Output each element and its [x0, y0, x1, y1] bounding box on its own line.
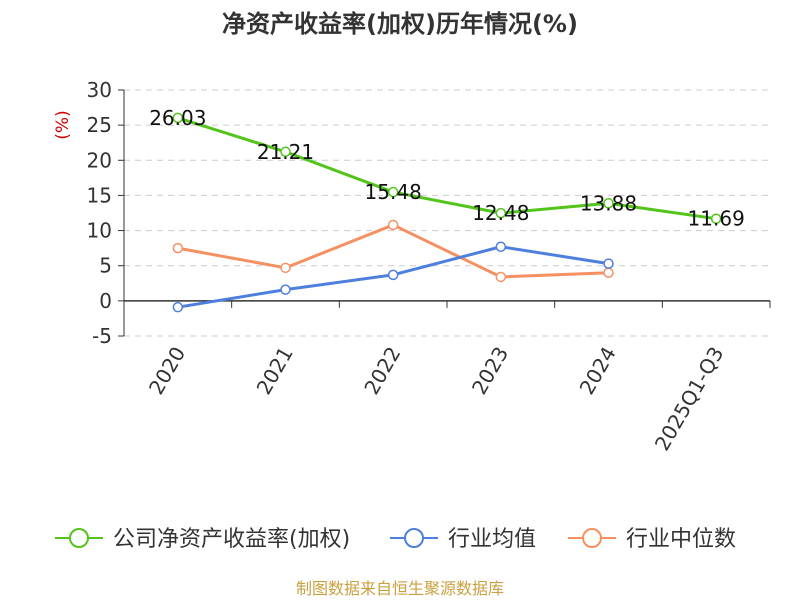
- data-point: [387, 219, 399, 231]
- data-label: 21.21: [257, 140, 314, 164]
- series-line: [177, 223, 609, 279]
- chart-title: 净资产收益率(加权)历年情况(%): [222, 10, 578, 38]
- legend-label: 公司净资产收益率(加权): [113, 527, 350, 552]
- grid: [124, 89, 770, 337]
- x-tick-label: 2023: [467, 343, 513, 399]
- y-tick-label: 25: [87, 113, 112, 137]
- y-axis-label: (%): [53, 110, 73, 139]
- legend-label: 行业均值: [448, 527, 536, 552]
- series-line: [177, 116, 717, 221]
- x-tick-label: 2020: [144, 343, 190, 399]
- data-point: [172, 301, 184, 313]
- legend-label: 行业中位数: [626, 527, 736, 552]
- y-ticks: 30 25 20 15 10 5 0 -5: [87, 78, 112, 348]
- y-tick-label: 20: [87, 148, 112, 172]
- x-tick-label: 2024: [575, 343, 621, 399]
- legend-marker: [582, 528, 602, 548]
- data-point: [710, 213, 722, 224]
- data-point: [280, 262, 291, 274]
- y-tick-label: 30: [87, 78, 112, 102]
- data-point: [172, 112, 184, 124]
- data-label: 12.48: [472, 201, 529, 225]
- data-point: [172, 242, 184, 254]
- x-tick-label: 2025Q1-Q3: [650, 343, 729, 455]
- data-point: [603, 198, 614, 209]
- y-tick-label: 15: [87, 183, 112, 207]
- data-label: 13.88: [580, 191, 637, 215]
- series-layer: [172, 112, 722, 313]
- y-tick-label: 5: [99, 254, 112, 278]
- data-point: [387, 186, 399, 198]
- x-tick-label: 2022: [359, 343, 405, 399]
- x-tick-label: 2021: [252, 343, 298, 399]
- legend: 公司净资产收益率(加权) 行业均值 行业中位数: [55, 527, 736, 552]
- y-tick-label: 10: [87, 219, 112, 243]
- data-point: [495, 207, 507, 219]
- data-label: 11.69: [688, 207, 745, 231]
- y-tick-label: -5: [92, 324, 112, 348]
- data-point: [603, 267, 614, 278]
- data-label: 15.48: [365, 180, 422, 204]
- x-ticks: 2020 2021 2022 2023 2024 2025Q1-Q3: [144, 343, 729, 455]
- source-note: 制图数据来自恒生聚源数据库: [296, 579, 504, 598]
- data-label: 26.03: [149, 106, 206, 130]
- axes: [118, 89, 771, 337]
- data-point: [280, 146, 291, 158]
- y-tick-label: 0: [99, 289, 112, 313]
- data-point: [280, 284, 291, 295]
- data-point: [495, 241, 507, 252]
- legend-marker: [69, 528, 89, 548]
- data-labels: 26.03 21.21 15.48 12.48 13.88 11.69: [149, 106, 745, 231]
- data-point: [495, 271, 507, 283]
- legend-marker: [404, 528, 424, 548]
- data-point: [603, 258, 614, 269]
- data-point: [387, 269, 399, 281]
